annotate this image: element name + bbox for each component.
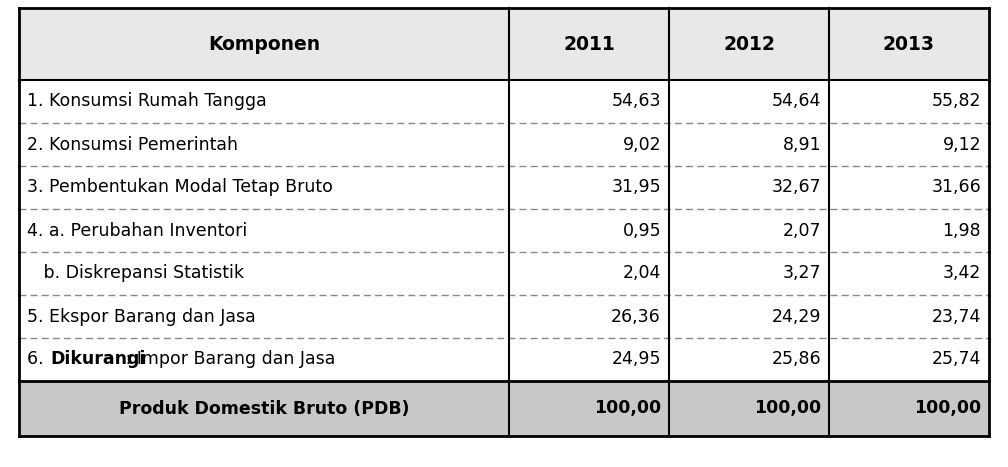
Text: 3,27: 3,27 <box>782 264 821 283</box>
Text: 2. Konsumsi Pemerintah: 2. Konsumsi Pemerintah <box>27 135 238 154</box>
Bar <box>829 123 989 166</box>
Bar <box>669 80 829 123</box>
Text: 2,04: 2,04 <box>623 264 661 283</box>
Text: 0,95: 0,95 <box>622 221 661 240</box>
Text: Produk Domestik Bruto (PDB): Produk Domestik Bruto (PDB) <box>119 399 409 417</box>
Text: 2012: 2012 <box>723 35 775 54</box>
Bar <box>509 338 669 381</box>
Bar <box>669 209 829 252</box>
Bar <box>829 166 989 209</box>
Bar <box>829 252 989 295</box>
Text: 2013: 2013 <box>883 35 935 54</box>
Text: Dikurangi: Dikurangi <box>50 351 145 368</box>
Bar <box>669 123 829 166</box>
Bar <box>509 123 669 166</box>
Text: 100,00: 100,00 <box>754 399 821 417</box>
Bar <box>829 8 989 80</box>
Bar <box>669 8 829 80</box>
Text: 24,95: 24,95 <box>612 351 661 368</box>
Bar <box>19 295 509 338</box>
Text: b. Diskrepansi Statistik: b. Diskrepansi Statistik <box>27 264 244 283</box>
Bar <box>829 209 989 252</box>
Text: 2,07: 2,07 <box>782 221 821 240</box>
Bar <box>669 252 829 295</box>
Bar <box>19 252 509 295</box>
Bar <box>19 123 509 166</box>
Bar <box>509 295 669 338</box>
Bar <box>509 166 669 209</box>
Text: 55,82: 55,82 <box>931 92 981 111</box>
Text: 4. a. Perubahan Inventori: 4. a. Perubahan Inventori <box>27 221 247 240</box>
Bar <box>509 381 669 436</box>
Text: 1,98: 1,98 <box>942 221 981 240</box>
Bar <box>829 381 989 436</box>
Bar <box>19 338 509 381</box>
Bar <box>19 80 509 123</box>
Text: 6.: 6. <box>27 351 49 368</box>
Bar <box>829 80 989 123</box>
Text: 3. Pembentukan Modal Tetap Bruto: 3. Pembentukan Modal Tetap Bruto <box>27 178 333 197</box>
Text: 32,67: 32,67 <box>771 178 821 197</box>
Text: 54,63: 54,63 <box>612 92 661 111</box>
Bar <box>509 252 669 295</box>
Bar <box>19 381 509 436</box>
Text: 3,42: 3,42 <box>942 264 981 283</box>
Text: 8,91: 8,91 <box>782 135 821 154</box>
Text: Komponen: Komponen <box>208 35 321 54</box>
Text: 25,74: 25,74 <box>931 351 981 368</box>
Bar <box>509 209 669 252</box>
Bar <box>509 8 669 80</box>
Bar <box>829 295 989 338</box>
Bar <box>829 338 989 381</box>
Text: 26,36: 26,36 <box>611 307 661 325</box>
Bar <box>669 166 829 209</box>
Text: : Impor Barang dan Jasa: : Impor Barang dan Jasa <box>120 351 336 368</box>
Text: 23,74: 23,74 <box>931 307 981 325</box>
Bar <box>669 338 829 381</box>
Bar <box>19 166 509 209</box>
Text: 9,12: 9,12 <box>942 135 981 154</box>
Bar <box>19 8 509 80</box>
Text: 25,86: 25,86 <box>771 351 821 368</box>
Text: 100,00: 100,00 <box>594 399 661 417</box>
Text: 2011: 2011 <box>563 35 615 54</box>
Text: 5. Ekspor Barang dan Jasa: 5. Ekspor Barang dan Jasa <box>27 307 256 325</box>
Text: 100,00: 100,00 <box>914 399 981 417</box>
Text: 31,95: 31,95 <box>612 178 661 197</box>
Text: 1. Konsumsi Rumah Tangga: 1. Konsumsi Rumah Tangga <box>27 92 267 111</box>
Bar <box>19 209 509 252</box>
Bar <box>669 381 829 436</box>
Bar <box>669 295 829 338</box>
Bar <box>509 80 669 123</box>
Text: 54,64: 54,64 <box>772 92 821 111</box>
Text: 24,29: 24,29 <box>771 307 821 325</box>
Text: 9,02: 9,02 <box>622 135 661 154</box>
Text: 31,66: 31,66 <box>931 178 981 197</box>
